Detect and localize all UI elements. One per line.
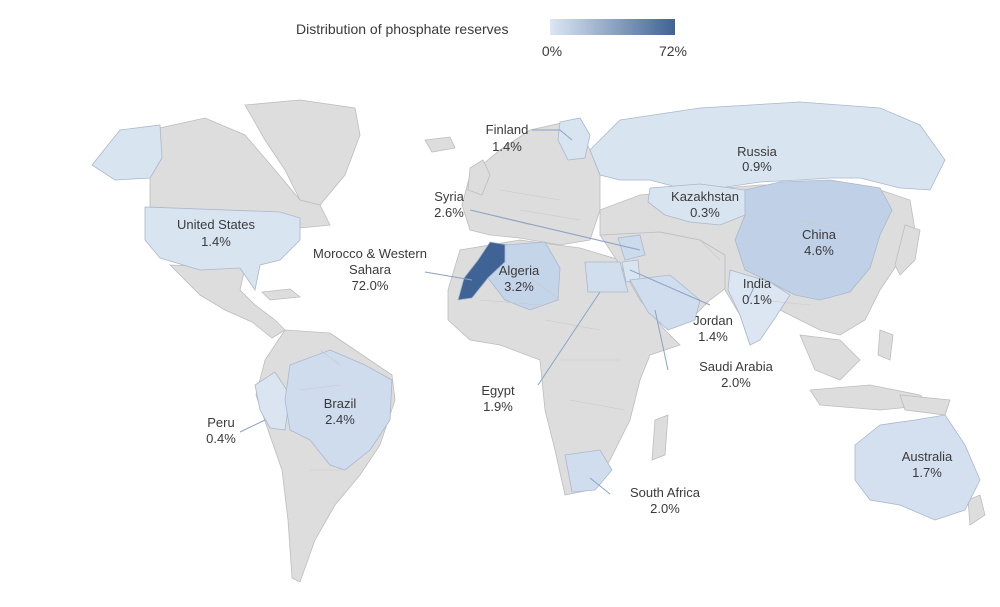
shape-egypt	[584, 261, 629, 293]
label-kazakhstan-name: Kazakhstan	[671, 189, 739, 204]
legend-gradient-bar	[550, 19, 675, 35]
label-syria-name: Syria	[434, 189, 464, 204]
uk	[467, 159, 491, 196]
shape-united-states	[144, 206, 301, 292]
internal-borders	[299, 189, 841, 471]
shape-peru	[254, 371, 291, 431]
leader-finland	[532, 129, 573, 141]
label-brazil-value: 2.4%	[325, 412, 355, 427]
label-algeria-value: 3.2%	[504, 279, 534, 294]
leader-jordan	[629, 269, 711, 306]
shape-brazil	[284, 349, 393, 471]
caribbean	[261, 288, 302, 301]
label-russia-name: Russia	[737, 144, 778, 159]
label-south-africa-value: 2.0%	[650, 501, 680, 516]
shape-australia	[854, 414, 981, 521]
label-peru-value: 0.4%	[206, 431, 236, 446]
leader-morocco	[424, 271, 473, 281]
shape-russia	[589, 101, 946, 191]
label-morocco-name-2: Sahara	[349, 262, 392, 277]
label-united-states-value: 1.4%	[201, 234, 231, 249]
label-australia-value: 1.7%	[912, 465, 942, 480]
label-algeria-name: Algeria	[499, 263, 540, 278]
label-china-value: 4.6%	[804, 243, 834, 258]
label-peru-name: Peru	[207, 415, 234, 430]
japan	[894, 224, 921, 276]
shape-china	[734, 179, 893, 301]
leader-syria	[469, 209, 641, 251]
label-india-value: 0.1%	[742, 292, 772, 307]
leader-egypt	[537, 291, 601, 386]
label-egypt-name: Egypt	[481, 383, 515, 398]
label-saudi-arabia-name: Saudi Arabia	[699, 359, 773, 374]
central-america	[168, 264, 286, 339]
shape-algeria	[487, 241, 561, 311]
label-egypt-value: 1.9%	[483, 399, 513, 414]
greenland	[244, 99, 361, 206]
legend-title: Distribution of phosphate reserves	[296, 21, 508, 37]
label-finland-name: Finland	[486, 122, 529, 137]
label-kazakhstan-value: 0.3%	[690, 205, 720, 220]
shape-saudi-arabia	[629, 274, 701, 331]
leader-saudi	[654, 309, 669, 371]
label-saudi-arabia-value: 2.0%	[721, 375, 751, 390]
label-finland-value: 1.4%	[492, 139, 522, 154]
country-labels: Russia 0.9% Finland 1.4% Kazakhstan 0.3%…	[177, 122, 953, 516]
shape-india	[727, 269, 791, 346]
southeast-asia	[799, 334, 861, 381]
label-india-name: India	[743, 276, 772, 291]
label-south-africa-name: South Africa	[630, 485, 701, 500]
label-syria-value: 2.6%	[434, 205, 464, 220]
label-brazil-name: Brazil	[324, 396, 357, 411]
highlighted-countries	[91, 101, 981, 521]
iceland	[424, 136, 456, 153]
new-zealand	[967, 494, 986, 526]
philippines	[877, 329, 894, 361]
shape-finland	[557, 117, 591, 161]
label-china-name: China	[802, 227, 837, 242]
shape-kazakhstan	[647, 183, 746, 226]
leader-india	[747, 284, 756, 301]
label-russia-value: 0.9%	[742, 159, 772, 174]
shape-south-africa	[564, 449, 613, 493]
label-jordan-name: Jordan	[693, 313, 733, 328]
shape-alaska	[91, 124, 163, 181]
label-australia-name: Australia	[902, 449, 953, 464]
legend-max-label: 72%	[659, 43, 687, 59]
legend-min-label: 0%	[542, 43, 562, 59]
leader-peru	[239, 419, 266, 433]
leader-south-africa	[589, 477, 611, 495]
label-united-states-name: United States	[177, 217, 256, 232]
papua	[899, 394, 951, 416]
madagascar	[651, 414, 669, 461]
legend: Distribution of phosphate reserves 0% 72…	[296, 19, 687, 59]
label-morocco-name-1: Morocco & Western	[313, 246, 427, 261]
leader-lines	[239, 129, 756, 495]
label-jordan-value: 1.4%	[698, 329, 728, 344]
label-morocco-value: 72.0%	[352, 278, 389, 293]
